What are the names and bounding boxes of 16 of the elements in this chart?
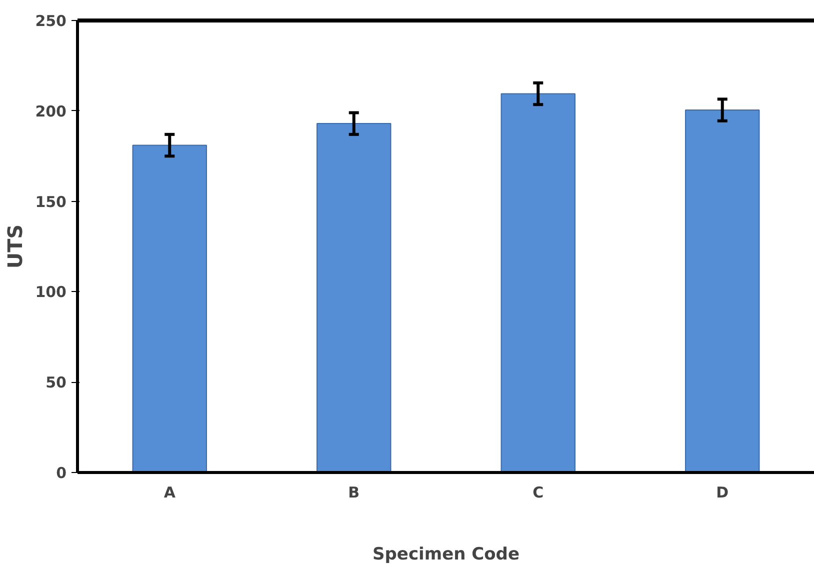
x-axis-title: Specimen Code xyxy=(372,544,520,564)
y-tick-label: 0 xyxy=(56,464,66,482)
y-axis-title: UTS xyxy=(3,224,28,269)
bar xyxy=(500,93,576,472)
y-tick-label: 250 xyxy=(35,12,66,30)
bar xyxy=(685,109,760,472)
y-tick-label: 150 xyxy=(35,192,66,211)
bar xyxy=(316,123,392,472)
x-tick-label: C xyxy=(532,484,544,502)
x-tick-label: B xyxy=(348,484,360,502)
y-tick-label: 100 xyxy=(35,283,66,302)
bar xyxy=(132,144,207,472)
y-tick-label: 50 xyxy=(46,374,66,392)
y-tick-label: 200 xyxy=(35,102,66,120)
x-tick-label: D xyxy=(716,484,729,502)
x-tick-label: A xyxy=(164,484,176,502)
